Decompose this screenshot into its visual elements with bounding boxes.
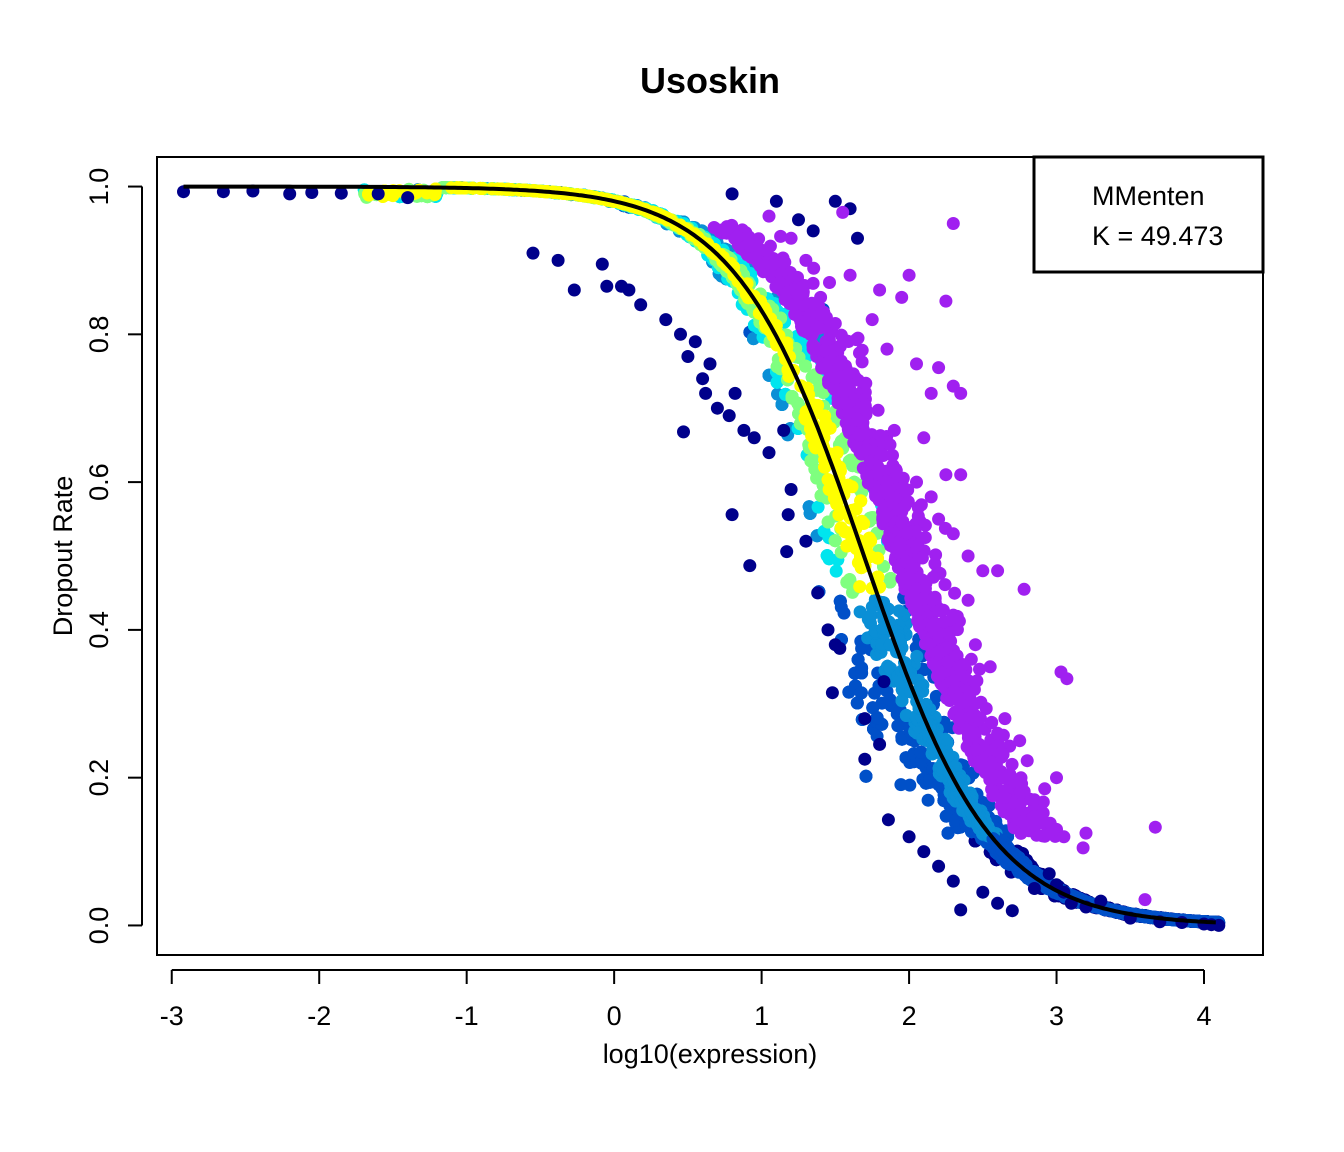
scatter-point [829, 564, 843, 578]
scatter-point [895, 694, 909, 708]
scatter-point [828, 534, 842, 548]
scatter-point [883, 575, 897, 589]
scatter-point [903, 778, 917, 792]
scatter-point [420, 186, 434, 200]
scatter-point [855, 661, 869, 675]
scatter-point [833, 594, 847, 608]
scatter-point [921, 793, 935, 807]
scatter-point [811, 500, 825, 514]
scatter-point [899, 709, 913, 722]
scatter-point [837, 606, 851, 620]
scatter-point [747, 332, 760, 346]
scatter-point [892, 604, 906, 618]
scatter-point [842, 454, 856, 468]
scatter-point [805, 370, 819, 384]
scatter-point [870, 711, 884, 725]
scatter-point [941, 826, 955, 840]
scatter-points [177, 181, 1226, 932]
scatter-point [775, 398, 789, 411]
scatter-point [914, 745, 928, 759]
scatter-point [853, 580, 867, 594]
scatter-point [850, 696, 864, 710]
scatter-point [859, 769, 873, 783]
chart-title: Usoskin [640, 60, 780, 101]
scatter-point [770, 375, 784, 389]
scatter-point [854, 686, 868, 700]
